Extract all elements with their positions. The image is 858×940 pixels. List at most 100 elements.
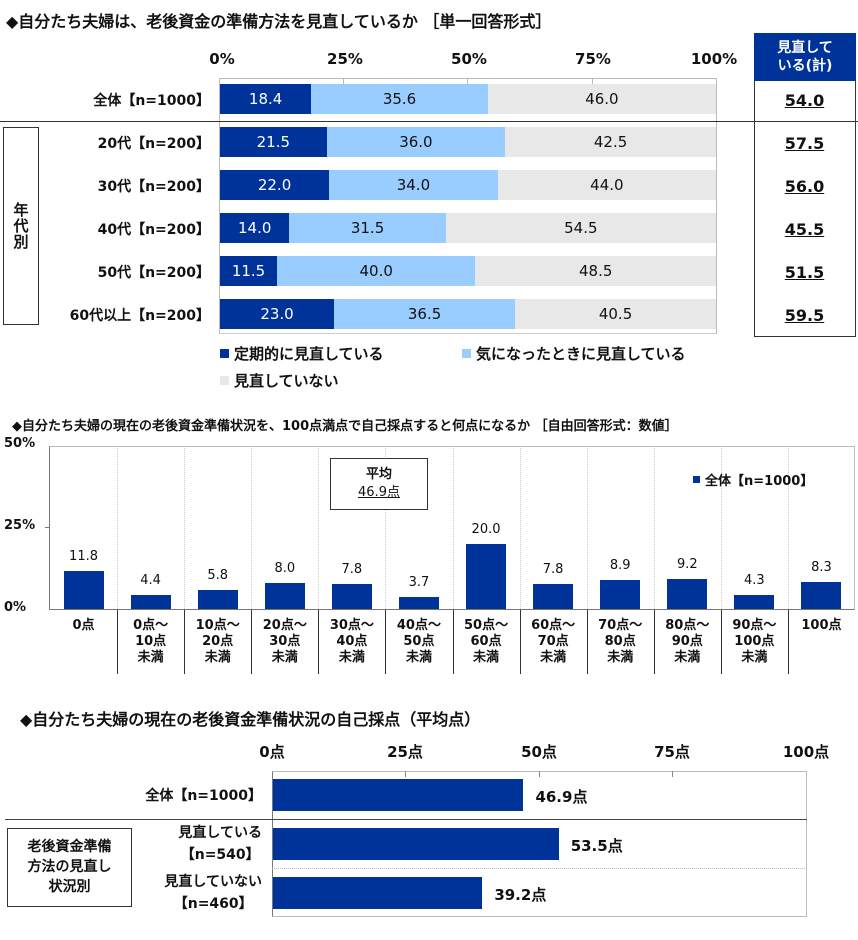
chart1-gridtick [467,78,468,86]
chart1-summary-header: 見直して いる(計) [754,33,856,81]
segment-regular: 14.0 [220,213,290,243]
segment-when-concerned: 31.5 [289,213,446,243]
chart3-bar [273,779,524,811]
chart3-row-divider [272,868,807,869]
chart2-category-divider [519,610,521,674]
chart2-value-label: 20.0 [471,521,501,537]
chart2-value-label: 3.7 [408,574,430,590]
chart2-bar [801,581,842,609]
chart2-category-label: 0点～ 10点 未満 [133,618,169,665]
chart2-category-label: 30点～ 40点 未満 [329,618,374,665]
chart1-summary-total: 45.5 [784,220,825,239]
chart3-gridtick [539,771,540,777]
chart1-tick-75: 75% [575,50,611,68]
chart3-tick-75: 75点 [654,743,690,761]
chart3-row-label: 見直している 【n=540】 [178,825,262,863]
segment-not-reviewing: 48.5 [475,256,716,286]
chart1-separator [0,121,858,122]
chart3-title: ◆自分たち夫婦の現在の老後資金準備状況の自己採点（平均点） [20,710,481,729]
segment-regular: 11.5 [220,256,278,286]
segment-regular: 23.0 [220,299,335,329]
chart2-category-label: 0点 [72,618,95,633]
chart1-stacked-bar: 18.4 35.6 46.0 [220,84,716,114]
chart1-group-box: 年代別 [3,127,39,325]
chart1-legend-not-reviewing: 見直していない [220,370,339,391]
chart2-value-label: 9.2 [676,557,698,572]
chart1-summary-total: 59.5 [784,306,825,325]
chart2-category-divider [184,610,186,674]
chart2-category-divider [787,610,789,674]
chart2-category-label: 100点 [801,618,842,633]
chart2-value-label: 5.8 [207,568,229,584]
chart2-bar [331,583,372,609]
chart1-stacked-bar: 21.5 36.0 42.5 [220,127,716,157]
chart2-category-divider [720,610,722,674]
chart1-summary-total: 54.0 [784,91,825,110]
chart1-gridtick [343,78,344,86]
chart2-average-value: 46.9点 [358,485,400,500]
segment-when-concerned: 40.0 [277,256,476,286]
segment-when-concerned: 36.5 [334,299,516,329]
chart3-group-box: 老後資金準備 方法の見直し 状況別 [7,828,132,907]
chart2-category-label: 20点～ 30点 未満 [262,618,307,665]
chart1-tick-0: 0% [209,50,235,68]
chart2-category-label: 10点～ 20点 未満 [195,618,240,665]
chart2-bar [667,579,708,609]
chart2-gridline [720,446,722,609]
chart2-categories: 0点 0点～ 10点 未満 10点～ 20点 未満 20点～ 30点 未満 30点～ 4… [50,610,855,680]
legend-swatch-navy [220,349,229,358]
chart3-value-label: 53.5点 [570,837,623,855]
chart2-average-box: 平均 46.9点 [330,458,428,510]
segment-regular: 18.4 [220,84,312,114]
chart3-separator [5,819,807,820]
segment-when-concerned: 35.6 [311,84,488,114]
chart1-stacked-bar: 11.5 40.0 48.5 [220,256,716,286]
chart2-value-label: 4.3 [744,572,765,588]
chart2-ytick-0: 0% [4,600,27,615]
chart2-ytick-mark [45,527,50,528]
chart2-legend: 全体【n=1000】 [693,470,813,489]
chart1-row-label: 60代以上【n=200】 [69,308,210,324]
chart1-summary-total: 56.0 [784,177,825,196]
chart2-bars: 11.8 4.4 5.8 8.0 7.8 3.7 20.0 7.8 8.9 9.2 4.3 8.3 [50,446,855,609]
chart2-value-label: 11.8 [69,548,98,564]
chart2-average-label: 平均 [365,467,392,482]
chart3-tick-0: 0点 [259,743,285,761]
chart3-row-label: 見直していない 【n=460】 [164,874,262,912]
chart2-category-divider [318,610,320,674]
chart2-bar [533,583,574,609]
chart1-gridtick [592,78,593,86]
segment-when-concerned: 36.0 [326,127,506,157]
chart2-category-divider [251,610,253,674]
chart1-summary-total: 51.5 [784,263,825,282]
chart2-bar [734,594,775,609]
chart2-category-divider [452,610,454,674]
chart2-category-label: 80点～ 90点 未満 [665,618,710,665]
legend-label: 気になったときに見直している [476,345,686,363]
segment-not-reviewing: 46.0 [487,84,716,114]
chart1-plot-area [219,78,717,334]
chart1-stacked-bar: 14.0 31.5 54.5 [220,213,716,243]
chart2-bar [398,596,439,609]
chart2-value-label: 8.9 [609,557,631,573]
chart1-title: ◆自分たち夫婦は、老後資金の準備方法を見直しているか ［単一回答形式］ [6,12,552,31]
segment-not-reviewing: 54.5 [445,213,716,243]
chart2-bar [600,580,641,609]
chart2-gridline [184,446,186,609]
legend-label: 見直していない [234,372,339,390]
legend-swatch-lightblue [462,349,471,358]
segment-not-reviewing: 40.5 [515,299,716,329]
chart2-bar [130,594,171,609]
chart1-row-label: 50代【n=200】 [97,265,210,281]
chart1-row-label: 30代【n=200】 [97,179,210,195]
chart1-group-label: 年代別 [11,202,30,250]
chart2-title: ◆自分たち夫婦の現在の老後資金準備状況を、100点満点で自己採点すると何点になる… [12,419,678,434]
chart2-gridline [586,446,588,609]
segment-regular: 22.0 [220,170,330,200]
chart2-category-label: 50点～ 60点 未満 [463,618,509,665]
chart2-value-label: 8.0 [274,560,296,576]
chart3-gridtick [672,771,673,777]
chart1-row-label: 全体【n=1000】 [93,93,210,109]
chart3-row-label: 全体【n=1000】 [145,788,262,804]
chart1-tick-100: 100% [690,50,738,68]
